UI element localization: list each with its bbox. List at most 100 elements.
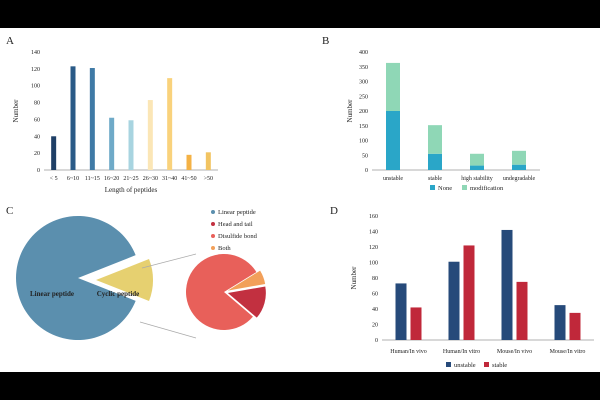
legend-label: Head and tail [218, 221, 253, 228]
x-tick-label: < 5 [50, 176, 58, 182]
pie-label-linear: Linear peptide [30, 290, 74, 298]
panel-d: D 0 20 40 60 80 100 120 140 160 Human/In vivo Huma… [330, 205, 594, 369]
y-tick-label: 50 [362, 153, 368, 159]
grouped-bar [463, 245, 475, 340]
y-tick-label: 250 [359, 94, 368, 100]
y-tick-label: 100 [31, 84, 40, 90]
y-axis-label: Number [350, 266, 358, 290]
panel-b: B 0 50 100 150 200 250 300 350 400 unstable stable… [322, 35, 540, 192]
sub-pie-slice [227, 270, 266, 291]
y-tick-label: 400 [359, 50, 368, 56]
x-tick-label: Mouse/In vivo [497, 349, 532, 355]
legend-label: unstable [454, 362, 476, 369]
panel-letter-d: D [330, 205, 338, 217]
connector-line [141, 253, 197, 269]
y-tick-label: 150 [359, 124, 368, 130]
x-tick-label: Human/In vitro [443, 349, 480, 355]
x-tick-label: undegradable [503, 176, 536, 182]
legend-marker [211, 246, 215, 250]
y-tick-label: 20 [34, 151, 40, 157]
x-tick-label: 6~10 [67, 176, 79, 182]
pie-slice-cyclic [96, 259, 154, 301]
legend-marker [211, 210, 215, 214]
bar [70, 66, 76, 170]
x-tick-label: 41~50 [181, 176, 196, 182]
grouped-bar [448, 261, 460, 340]
y-tick-label: 0 [37, 168, 40, 174]
x-tick-label: 31~40 [162, 176, 177, 182]
stacked-bar-segment [470, 153, 484, 166]
y-tick-label: 0 [365, 168, 368, 174]
y-tick-label: 100 [359, 139, 368, 145]
legend-label: Both [218, 245, 231, 252]
bar [109, 117, 115, 170]
y-tick-label: 20 [372, 323, 378, 329]
stacked-bar-segment [386, 111, 400, 170]
legend-marker [211, 222, 215, 226]
x-tick-label: unstable [383, 176, 403, 182]
bar [186, 154, 192, 170]
grouped-bar [395, 283, 407, 340]
panel-a: A 0 20 40 60 80 100 120 140 < 5 6~10 11~15 16~20 21~… [6, 35, 218, 194]
x-tick-label: >50 [204, 176, 213, 182]
x-tick-label: 21~25 [123, 176, 138, 182]
bar [51, 136, 57, 170]
y-tick-label: 160 [369, 214, 378, 220]
y-tick-label: 60 [34, 117, 40, 123]
x-tick-label: 26~30 [143, 176, 158, 182]
legend-swatch [462, 185, 467, 190]
y-tick-label: 300 [359, 80, 368, 86]
grouped-bar [501, 229, 513, 340]
x-tick-label: high stability [461, 176, 493, 182]
grouped-bar [554, 305, 566, 340]
y-tick-label: 0 [375, 338, 378, 344]
x-tick-label: 11~15 [85, 176, 100, 182]
legend-label: Linear peptide [218, 209, 256, 216]
bar [89, 68, 95, 170]
legend-swatch [430, 185, 435, 190]
legend-label: None [438, 185, 452, 192]
stacked-bar-segment [512, 150, 526, 165]
y-tick-label: 80 [34, 101, 40, 107]
y-tick-label: 140 [31, 50, 40, 56]
grouped-bar [410, 307, 422, 340]
legend-swatch [446, 362, 451, 367]
y-tick-label: 40 [34, 134, 40, 140]
y-tick-label: 40 [372, 307, 378, 313]
bar [205, 152, 211, 170]
pie-label-cyclic: Cyclic peptide [97, 290, 140, 298]
y-tick-label: 200 [359, 109, 368, 115]
stacked-bar-segment [470, 165, 484, 170]
grouped-bar [516, 281, 528, 340]
stacked-bar-segment [428, 153, 442, 170]
panel-letter-c: C [6, 205, 13, 217]
connector-line [139, 321, 197, 339]
legend-label: modification [470, 185, 504, 192]
pie-slice-linear [16, 215, 136, 340]
legend-label: stable [492, 362, 507, 369]
legend-label: Disulfide bond [218, 233, 258, 240]
y-tick-label: 120 [31, 67, 40, 73]
x-tick-label: 16~20 [104, 176, 119, 182]
panel-letter-b: B [322, 35, 329, 47]
legend-swatch [484, 362, 489, 367]
x-tick-label: Mouse/In vitro [550, 349, 586, 355]
bar [147, 100, 153, 170]
x-axis-label: Length of peptides [105, 186, 158, 194]
legend-marker [211, 234, 215, 238]
y-axis-label: Number [12, 99, 20, 123]
bar [128, 120, 134, 170]
y-axis-label: Number [346, 99, 354, 123]
sub-pie-slice [186, 253, 257, 330]
x-tick-label: stable [428, 176, 442, 182]
y-tick-label: 80 [372, 276, 378, 282]
stacked-bar-segment [386, 62, 400, 111]
y-tick-label: 120 [369, 245, 378, 251]
x-tick-label: Human/In vivo [390, 349, 427, 355]
panel-c: C Linear peptide Cyclic peptide Linear pep… [6, 205, 266, 340]
grouped-bar [569, 312, 581, 340]
sub-pie-slice [227, 286, 266, 318]
y-tick-label: 100 [369, 261, 378, 267]
stacked-bar-segment [512, 164, 526, 170]
